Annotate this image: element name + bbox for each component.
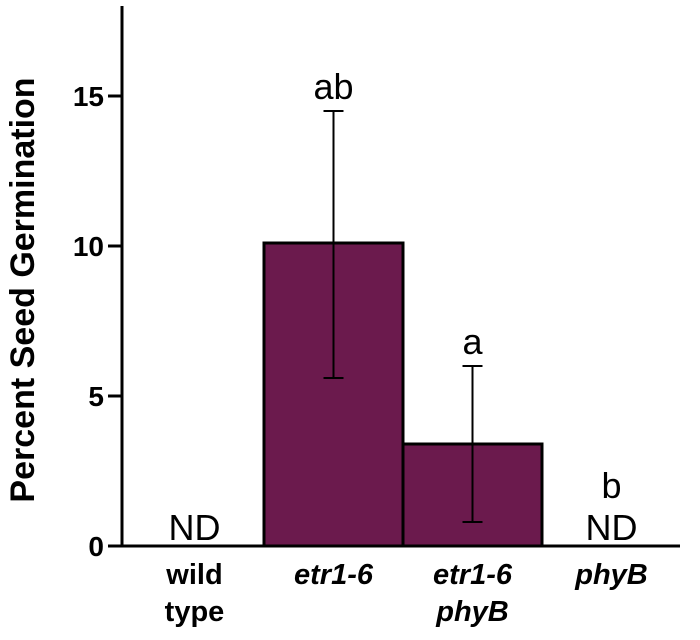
- not-detected-label: ND: [169, 507, 221, 548]
- error-bars: [323, 110, 483, 523]
- y-tick-label: 5: [88, 381, 104, 412]
- y-tick-label: 10: [73, 231, 104, 262]
- significance-letter: b: [601, 465, 621, 506]
- y-tick-label: 0: [88, 531, 104, 562]
- x-category-label: etr1-6: [433, 559, 513, 591]
- y-axis-label: Percent Seed Germination: [4, 77, 42, 502]
- y-axis-ticks: 0 5 10 15: [73, 81, 122, 562]
- x-category-label: type: [165, 596, 225, 628]
- not-detected-label: ND: [586, 507, 638, 548]
- y-tick-label: 15: [73, 81, 104, 112]
- x-axis-categories: wild type etr1-6 etr1-6 phyB phyB: [165, 559, 648, 628]
- x-category-label: phyB: [574, 559, 648, 591]
- bars: [262, 241, 544, 548]
- significance-letter: ab: [313, 66, 353, 107]
- significance-letter: a: [462, 321, 483, 362]
- x-category-label: wild: [165, 559, 222, 591]
- x-category-label: etr1-6: [294, 559, 374, 591]
- x-category-label: phyB: [435, 596, 509, 628]
- y-axis-title: Percent Seed Germination: [4, 77, 42, 502]
